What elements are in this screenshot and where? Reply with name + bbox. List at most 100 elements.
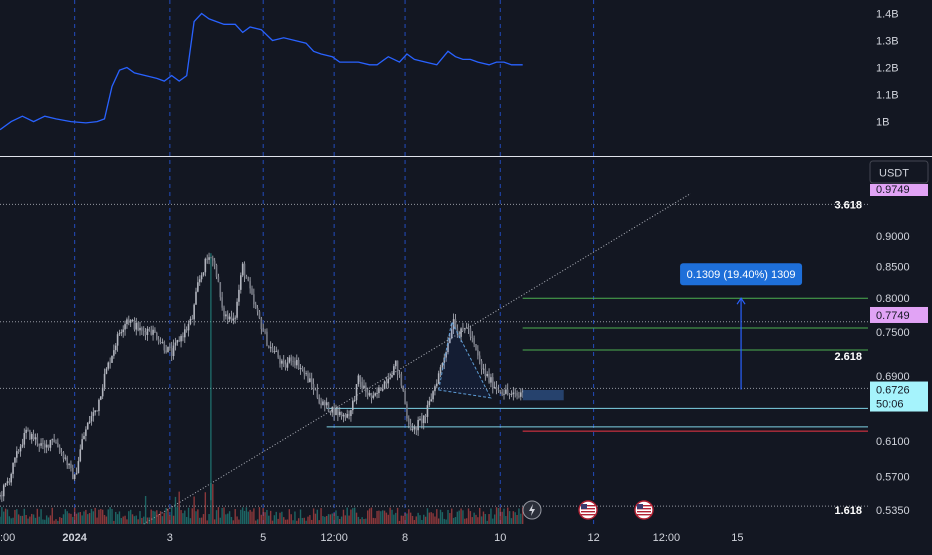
volume-bar xyxy=(124,515,126,524)
volume-bar xyxy=(128,511,130,524)
volume-bar xyxy=(518,508,520,524)
measure-arrow-head[interactable] xyxy=(736,297,746,305)
candle-body xyxy=(301,368,304,370)
candle-body xyxy=(148,328,151,331)
measure-label-box[interactable] xyxy=(680,263,803,286)
candle-body xyxy=(21,444,24,447)
volume-bar xyxy=(118,511,121,524)
volume-bar xyxy=(3,511,5,524)
volume-bar xyxy=(365,518,367,524)
currency-button-label[interactable]: USDT xyxy=(879,168,909,180)
candle-body xyxy=(103,373,106,388)
triangle-pattern[interactable] xyxy=(438,320,492,399)
candle-body xyxy=(85,429,87,436)
volume-bar xyxy=(57,520,59,524)
volume-bar xyxy=(4,508,7,524)
volume-bar xyxy=(191,508,193,524)
candle-body xyxy=(62,452,65,459)
volume-bar xyxy=(62,514,65,524)
volume-bar xyxy=(137,519,139,524)
candle-body xyxy=(499,389,502,392)
candle-body xyxy=(338,411,341,416)
volume-bar xyxy=(493,514,496,524)
candle-body xyxy=(198,279,201,283)
volume-bar xyxy=(355,512,358,524)
candle-body xyxy=(215,265,218,277)
lightning-icon[interactable] xyxy=(522,500,542,520)
top-axis-tick-label: 1.4B xyxy=(876,9,899,21)
candle-body xyxy=(512,392,515,395)
candlestick-series xyxy=(0,252,524,503)
price-axis-tick-label: 0.6900 xyxy=(876,371,910,383)
top-pane-line-series xyxy=(0,12,523,131)
volume-bar xyxy=(113,520,115,524)
candle-body xyxy=(8,481,11,483)
volume-bar xyxy=(23,508,25,524)
flag-stripe xyxy=(581,511,595,513)
volume-bar xyxy=(475,514,477,524)
volume-bar xyxy=(264,512,266,524)
candle-body xyxy=(172,345,175,357)
volume-bar xyxy=(482,511,485,524)
volume-bar xyxy=(189,518,192,524)
candle-body xyxy=(473,337,475,345)
volume-bar xyxy=(311,519,313,524)
volume-bar xyxy=(312,508,315,524)
volume-bar xyxy=(234,509,236,524)
time-axis: :00 2024 3 5 12:00 8 10 12 12:00 15 xyxy=(0,532,743,544)
volume-bar xyxy=(441,512,444,524)
candle-body xyxy=(249,281,251,289)
volume-bar xyxy=(508,511,511,524)
volume-bar xyxy=(381,510,384,524)
event-icons[interactable] xyxy=(522,500,654,520)
candle-body xyxy=(516,392,518,396)
volume-bar xyxy=(512,511,515,524)
candle-body xyxy=(133,320,136,330)
volume-bar xyxy=(6,509,9,524)
candle-body xyxy=(193,304,195,320)
candle-body xyxy=(368,393,371,396)
volume-bar xyxy=(393,514,395,524)
candle-body xyxy=(450,329,453,339)
marker-price-tag[interactable] xyxy=(870,306,928,323)
volume-bar xyxy=(503,508,505,524)
candle-body xyxy=(337,408,339,416)
candle-body xyxy=(98,399,100,412)
candle-body xyxy=(434,386,436,392)
volume-bar xyxy=(387,514,389,524)
last-price-tag[interactable] xyxy=(870,381,928,412)
volume-bar xyxy=(154,511,156,524)
volume-bar xyxy=(238,519,240,524)
candle-body xyxy=(0,495,1,497)
candle-body xyxy=(268,345,270,348)
candle-body xyxy=(256,307,259,312)
candle-body xyxy=(126,319,128,325)
currency-button-frame[interactable] xyxy=(869,160,929,184)
currency-selector[interactable]: USDT xyxy=(869,160,929,184)
volume-bar xyxy=(150,509,152,524)
us-flag-icon[interactable] xyxy=(578,500,598,520)
position-box[interactable] xyxy=(522,389,564,401)
volume-bar xyxy=(325,515,328,524)
last-price-label: 0.6726 xyxy=(876,385,910,397)
candle-body xyxy=(83,435,85,440)
volume-bar xyxy=(380,511,382,524)
candle-body xyxy=(318,397,320,404)
candle-body xyxy=(45,444,48,448)
candle-body xyxy=(17,451,20,452)
price-axis-tick-label: 0.7500 xyxy=(876,327,910,339)
candle-body xyxy=(296,359,298,366)
candle-body xyxy=(465,327,468,329)
pattern-drawing[interactable] xyxy=(438,320,564,401)
us-flag-icon[interactable] xyxy=(634,500,654,520)
candle-body xyxy=(508,393,511,395)
candle-body xyxy=(426,405,429,417)
top-pane-price-axis: 1B 1.1B 1.2B 1.3B 1.4B xyxy=(876,9,899,129)
candle-body xyxy=(189,318,192,325)
price-range-measure[interactable]: 0.1309 (19.40%) 1309 xyxy=(680,263,803,390)
candle-body xyxy=(167,346,169,353)
candle-body xyxy=(243,263,246,277)
volume-bar xyxy=(19,515,22,524)
